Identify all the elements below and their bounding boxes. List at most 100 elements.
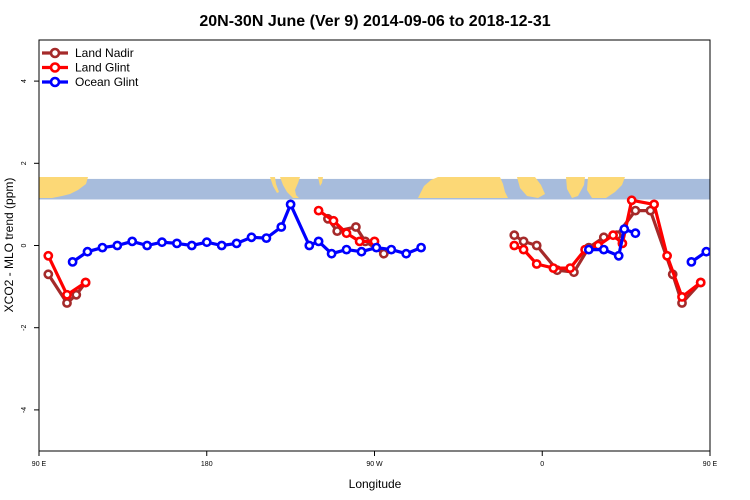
legend-item: Ocean Glint [42, 75, 139, 89]
data-point [157, 237, 167, 248]
land-mexico [280, 177, 300, 198]
data-point [231, 238, 242, 249]
data-point [216, 240, 227, 251]
series-land-glint [43, 195, 706, 302]
chart-title: 20N-30N June (Ver 9) 2014-09-06 to 2018-… [199, 13, 550, 30]
data-point [630, 205, 641, 216]
data-point [416, 242, 426, 253]
data-point [531, 259, 542, 269]
data-point [371, 242, 382, 253]
legend-marker [49, 62, 61, 73]
data-point [62, 298, 72, 308]
data-point [341, 244, 352, 255]
data-point [313, 205, 324, 216]
data-point [626, 195, 637, 206]
land-arabia [517, 177, 545, 198]
data-point [583, 244, 594, 255]
data-point [695, 277, 706, 288]
data-point [97, 242, 108, 253]
data-point [171, 238, 182, 249]
data-point [261, 233, 272, 243]
y-tick-label: -2 [21, 324, 28, 330]
data-point [613, 250, 624, 261]
y-tick-label: 0 [21, 243, 28, 247]
land-seasia [587, 177, 625, 198]
data-point [285, 199, 296, 210]
data-point [71, 289, 82, 300]
land-africa [418, 177, 508, 198]
data-point [619, 224, 630, 234]
data-point [649, 199, 659, 210]
legend-item: Land Glint [42, 61, 130, 75]
data-point [677, 291, 687, 302]
data-point [127, 236, 138, 247]
x-tick-label: 90 E [703, 461, 718, 468]
land-baja [270, 177, 279, 193]
map-land [39, 177, 625, 198]
y-tick-label: -4 [21, 407, 28, 413]
data-point [509, 240, 520, 251]
legend-item: Land Nadir [42, 46, 134, 60]
data-point [686, 256, 697, 267]
legend-label: Land Glint [75, 61, 130, 75]
data-point [341, 228, 352, 239]
y-axis-label: XCO2 - MLO trend (ppm) [2, 178, 16, 313]
data-point [276, 222, 287, 232]
data-point [43, 269, 54, 280]
data-point [142, 240, 152, 251]
series-line [71, 202, 422, 264]
data-point [662, 250, 672, 261]
x-tick-label: 90 W [366, 461, 383, 468]
land-asia [39, 177, 88, 198]
x-axis-label: Longitude [349, 477, 402, 491]
data-point [565, 263, 576, 273]
land-india [566, 177, 585, 198]
series-layer [43, 195, 740, 308]
x-tick-label: 180 [201, 461, 213, 468]
data-point [531, 240, 542, 251]
data-point [82, 246, 93, 257]
data-point [246, 232, 257, 243]
data-point [304, 240, 315, 251]
y-tick-label: 2 [21, 161, 28, 165]
y-tick-label: 4 [21, 79, 28, 83]
data-point [354, 236, 365, 247]
series-line [513, 209, 702, 305]
data-point [201, 237, 212, 248]
data-point [326, 248, 337, 259]
legend-label: Ocean Glint [75, 75, 139, 89]
data-point [518, 236, 529, 247]
data-point [43, 250, 54, 261]
data-point [112, 240, 123, 251]
data-point [332, 226, 343, 236]
data-point [630, 228, 641, 239]
data-point [401, 248, 412, 259]
series-line [690, 249, 710, 264]
data-point [598, 244, 609, 255]
series-ocean-glint [67, 199, 740, 267]
data-point [701, 246, 710, 257]
data-point [313, 236, 324, 247]
data-point [378, 248, 389, 259]
data-point [733, 242, 740, 249]
land-florida [318, 177, 323, 186]
data-point [608, 230, 618, 241]
x-tick-label: 90 E [32, 461, 47, 468]
data-point [356, 246, 367, 257]
series-land-nadir [43, 205, 706, 308]
legend-marker [49, 76, 61, 88]
data-point [186, 240, 197, 251]
data-point [386, 244, 397, 255]
world-map-band [39, 177, 710, 200]
x-tick-label: 0 [540, 461, 544, 468]
data-point [718, 244, 725, 251]
legend-marker [49, 47, 61, 59]
series-line [46, 273, 87, 305]
data-point [518, 244, 529, 255]
data-point [67, 256, 78, 267]
data-point [509, 230, 520, 241]
data-point [80, 277, 91, 288]
